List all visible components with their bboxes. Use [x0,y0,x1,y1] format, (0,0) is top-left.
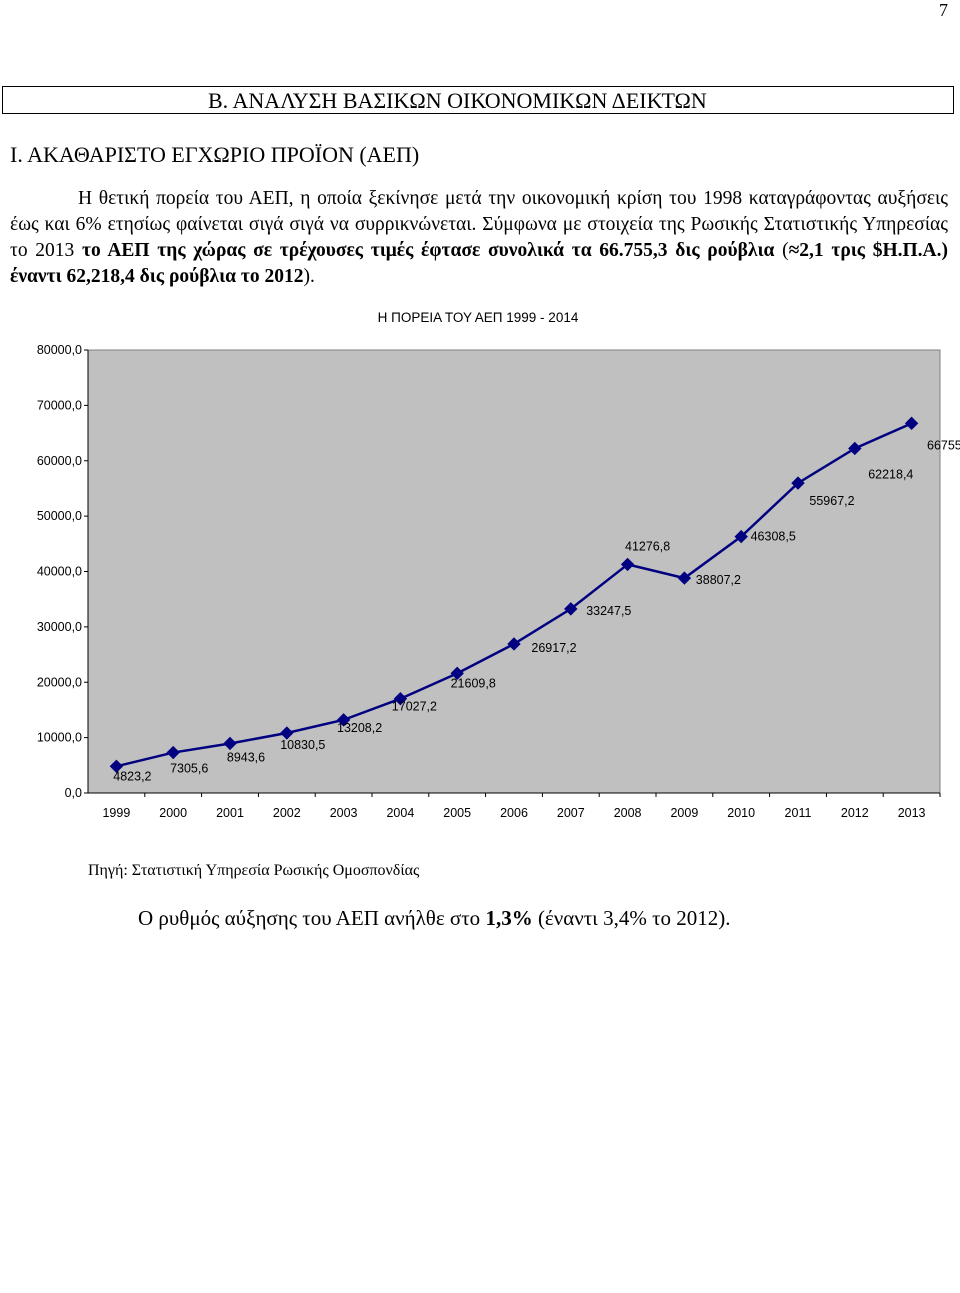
y-tick-label: 0,0 [65,786,82,800]
subsection-title: Ι. ΑΚΑΘΑΡΙΣΤΟ ΕΓΧΩΡΙΟ ΠΡΟΪΟΝ (ΑΕΠ) [10,142,420,167]
x-tick-label: 2001 [216,806,244,820]
plot-area [87,349,941,794]
data-point-marker [564,602,578,616]
x-tick-label: 2008 [614,806,642,820]
paragraph-text-2: ( [774,240,789,261]
paragraph-text-3: ). [303,266,315,287]
gdp-series [109,416,919,773]
x-tick-label: 2002 [273,806,301,820]
data-point-marker [336,713,351,727]
x-tick-label: 2006 [500,806,528,820]
data-point-marker [109,759,124,773]
data-label: 4823,2 [113,769,151,783]
page-number: 7 [939,0,948,20]
y-tick-label: 20000,0 [37,675,82,689]
plot-background [87,349,941,794]
y-tick-label: 10000,0 [37,731,82,745]
data-label: 26917,2 [531,641,576,655]
data-label: 10830,5 [280,738,325,752]
x-tick-label: 2009 [670,806,698,820]
data-label: 41276,8 [625,539,670,553]
gdp-chart-svg: Η ΠΟΡΕΙΑ ΤΟΥ ΑΕΠ 1999 - 2014 0,0 10000,0 2… [37,310,960,820]
x-tick-label: 2007 [557,806,585,820]
x-tick-label: 2010 [727,806,755,820]
data-label: 33247,5 [586,604,631,618]
data-label: 13208,2 [337,721,382,735]
x-tick-label: 2004 [386,806,414,820]
x-tick-label: 2003 [330,806,358,820]
data-point-marker [166,745,180,760]
x-tick-label: 2011 [785,806,812,820]
data-point-marker [507,637,521,651]
data-point-marker [791,476,805,490]
data-point-marker [393,692,408,706]
data-label: 21609,8 [451,676,496,690]
data-label: 62218,4 [868,467,913,481]
paragraph-bold-2: ≈2,1 τρις $Η.Π.Α.) έναντι 62,218,4 δις ρ… [10,240,948,287]
section-title: Β. ΑΝΑΛΥΣΗ ΒΑΣΙΚΩΝ ΟΙΚΟΝΟΜΙΚΩΝ ΔΕΙΚΤΩΝ [208,88,707,113]
gdp-paragraph: Η θετική πορεία του ΑΕΠ, η οποία ξεκίνησ… [10,186,948,290]
data-labels: 4823,2 7305,6 8943,6 10830,5 13208,2 17027,2 2… [113,438,960,783]
gdp-chart: Η ΠΟΡΕΙΑ ΤΟΥ ΑΕΠ 1999 - 2014 0,0 10000,0 2… [0,300,960,840]
x-tick-label: 2013 [898,806,926,820]
growth-rate-value: 1,3% [485,906,533,930]
data-point-marker [280,726,294,740]
data-label: 17027,2 [392,700,437,714]
x-tick-label: 2012 [841,806,869,820]
x-axis: 1999 2000 2001 2002 2003 2004 2005 2006 2007 2008… [88,792,941,820]
y-tick-label: 80000,0 [37,343,82,357]
section-header-box [2,86,954,114]
data-point-marker [223,736,237,751]
paragraph-bold-1: το ΑΕΠ της χώρας σε τρέχουσες τιμές έφτα… [81,240,775,261]
y-tick-label: 50000,0 [37,509,82,523]
data-label: 55967,2 [809,494,854,508]
data-label: 66755,3 [927,438,960,452]
chart-title: Η ΠΟΡΕΙΑ ΤΟΥ ΑΕΠ 1999 - 2014 [378,310,579,325]
data-point-marker [450,666,464,681]
x-tick-label: 1999 [102,806,130,820]
growth-text-2: (έναντι 3,4% το 2012). [532,906,731,930]
y-tick-label: 60000,0 [37,454,82,468]
data-point-marker [677,571,692,585]
data-label: 38807,2 [696,573,741,587]
y-tick-label: 40000,0 [37,565,82,579]
x-tick-label: 2005 [443,806,471,820]
y-axis: 0,0 10000,0 20000,0 30000,0 40000,0 50000,0 60… [37,343,89,800]
data-label: 46308,5 [751,530,796,544]
source-note: Πηγή: Στατιστική Υπηρεσία Ρωσικής Ομοσπο… [88,862,420,879]
paragraph-text-1: Η θετική πορεία του ΑΕΠ, η οποία ξεκίνησ… [10,188,948,261]
data-point-marker [904,416,919,431]
data-point-marker [620,557,635,572]
y-tick-label: 70000,0 [37,398,82,412]
data-label: 8943,6 [227,750,265,764]
data-label: 7305,6 [170,762,208,776]
growth-text-1: Ο ρυθμός αύξησης του ΑΕΠ ανήλθε στο [138,906,486,930]
y-tick-label: 30000,0 [37,620,82,634]
data-point-marker [848,441,862,456]
growth-rate-text: Ο ρυθμός αύξησης του ΑΕΠ ανήλθε στο 1,3%… [138,906,731,931]
x-tick-label: 2000 [159,806,187,820]
data-point-marker [734,529,748,544]
